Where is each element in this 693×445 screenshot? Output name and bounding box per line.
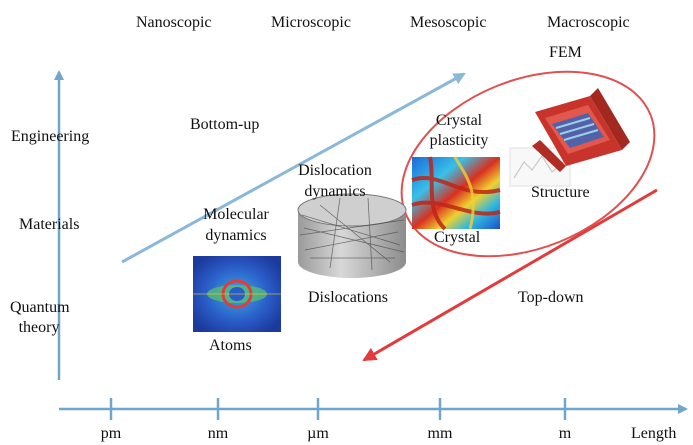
method-dd-line1: Dislocation: [285, 162, 385, 180]
x-axis-label: Length: [631, 425, 676, 443]
method-cp-line1: Crystal: [410, 112, 508, 130]
dislocations-image: [298, 194, 406, 278]
fem-label: FEM: [549, 44, 582, 62]
object-dislocations: Dislocations: [308, 289, 388, 307]
scale-nanoscopic: Nanoscopic: [136, 14, 212, 32]
scale-macroscopic: Macroscopic: [547, 14, 630, 32]
scale-microscopic: Microscopic: [271, 14, 351, 32]
atoms-image: [193, 256, 281, 332]
level-quantum-line1: Quantum: [10, 299, 68, 317]
object-atoms: Atoms: [209, 337, 252, 355]
level-materials: Materials: [19, 216, 79, 234]
tick-nm: nm: [198, 425, 238, 443]
tick-m: m: [545, 425, 585, 443]
structure-image: [532, 88, 630, 172]
method-md-line2: dynamics: [188, 227, 284, 245]
top-down-label: Top-down: [518, 289, 584, 307]
top-down-arrow: [364, 190, 657, 360]
bottom-up-label: Bottom-up: [190, 116, 259, 134]
scale-mesoscopic: Mesoscopic: [410, 14, 486, 32]
level-engineering: Engineering: [11, 128, 89, 146]
method-cp-line2: plasticity: [410, 132, 508, 150]
tick-mm: mm: [420, 425, 460, 443]
method-dd-line2: dynamics: [285, 183, 385, 201]
object-structure: Structure: [531, 184, 590, 202]
object-crystal: Crystal: [434, 229, 480, 247]
tick-pm: pm: [91, 425, 131, 443]
method-md-line1: Molecular: [188, 206, 284, 224]
tick-um: µm: [298, 425, 338, 443]
level-quantum-line2: theory: [10, 319, 68, 337]
crystal-image: [412, 157, 500, 229]
